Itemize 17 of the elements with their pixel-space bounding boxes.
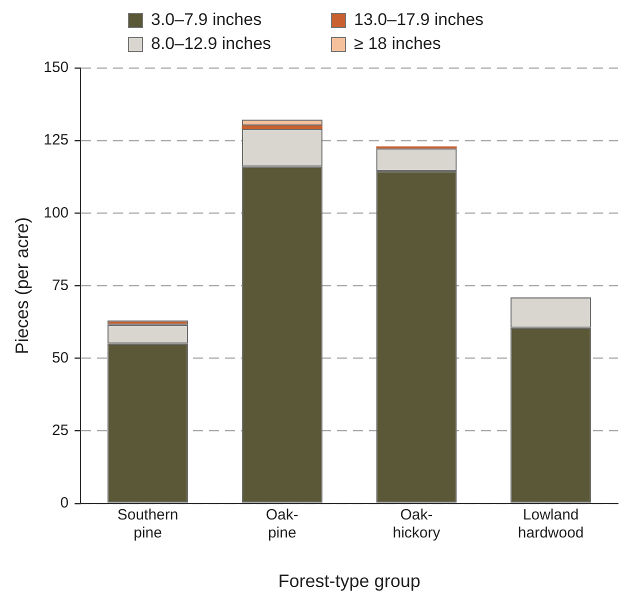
x-tick-label: Lowland hardwood — [518, 506, 584, 542]
y-tick-label: 125 — [44, 132, 69, 149]
x-tick-label: Southern pine — [117, 506, 178, 542]
y-tick-label: 25 — [52, 422, 69, 439]
y-tick-label: 50 — [52, 349, 69, 366]
legend-label: 8.0–12.9 inches — [151, 34, 272, 54]
legend-label: ≥ 18 inches — [354, 34, 441, 54]
x-axis-title: Forest-type group — [278, 571, 420, 592]
x-tick-label: Oak-pine — [266, 506, 298, 542]
x-tick-label: Oak-hickory — [392, 506, 441, 542]
legend-label: 3.0–7.9 inches — [151, 10, 262, 30]
y-tick-label: 150 — [44, 59, 69, 76]
y-tick-label: 100 — [44, 204, 69, 222]
legend-label: 13.0–17.9 inches — [354, 10, 484, 30]
y-tick-label: 75 — [52, 276, 69, 294]
y-axis-title: Pieces (per acre) — [12, 217, 32, 354]
y-tick-label: 0 — [60, 494, 69, 512]
